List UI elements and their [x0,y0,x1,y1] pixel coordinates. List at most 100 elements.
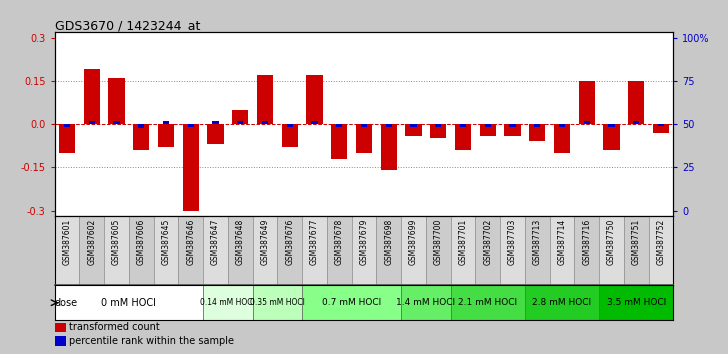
Bar [302,216,327,285]
Bar [599,216,624,285]
Bar [207,124,223,144]
Bar [451,285,525,320]
Bar [480,124,496,136]
Bar [658,124,664,126]
Bar [163,121,169,124]
Bar [312,121,317,124]
Bar [302,285,401,320]
Text: GSM387699: GSM387699 [409,218,418,265]
Text: 0.7 mM HOCl: 0.7 mM HOCl [322,298,381,307]
Text: GSM387602: GSM387602 [87,218,96,264]
Text: 1.4 mM HOCl: 1.4 mM HOCl [396,298,456,307]
Bar [253,216,277,285]
Text: 3.5 mM HOCl: 3.5 mM HOCl [606,298,666,307]
Bar [79,216,104,285]
Text: GSM387677: GSM387677 [310,218,319,265]
Bar [628,81,644,124]
Text: GSM387751: GSM387751 [632,218,641,264]
Bar [336,124,342,127]
Bar [213,121,218,124]
Bar [510,124,515,127]
Bar [485,124,491,127]
Bar [108,78,124,124]
Bar [178,216,203,285]
Text: 0 mM HOCl: 0 mM HOCl [101,298,157,308]
Bar [59,124,75,153]
Bar [649,216,673,285]
Bar [455,124,471,150]
Text: GSM387698: GSM387698 [384,218,393,264]
Text: 0.35 mM HOCl: 0.35 mM HOCl [250,298,305,307]
Bar [584,121,590,124]
Bar [133,124,149,150]
Bar [579,81,595,124]
Bar [129,216,154,285]
Bar [287,124,293,127]
Bar [352,216,376,285]
Bar [500,216,525,285]
Bar [386,124,392,127]
Bar [401,216,426,285]
Text: GSM387649: GSM387649 [261,218,269,265]
Bar [460,124,466,127]
Bar [104,216,129,285]
Bar [361,124,367,127]
Text: GSM387700: GSM387700 [434,218,443,265]
Bar [183,124,199,211]
Text: GSM387645: GSM387645 [162,218,170,265]
Text: GSM387678: GSM387678 [335,218,344,264]
Bar [232,110,248,124]
Text: 2.8 mM HOCl: 2.8 mM HOCl [532,298,592,307]
Bar [633,121,639,124]
Text: GSM387752: GSM387752 [657,218,665,264]
Bar [381,124,397,170]
Bar [411,124,416,127]
Text: GSM387716: GSM387716 [582,218,591,264]
Bar [203,216,228,285]
Text: GSM387648: GSM387648 [236,218,245,264]
Bar [604,124,620,150]
Text: GSM387605: GSM387605 [112,218,121,265]
Bar [262,121,268,124]
Bar [475,216,500,285]
Text: dose: dose [55,298,78,308]
Bar [158,124,174,147]
Bar [203,285,253,320]
Bar [430,124,446,138]
Bar [114,121,119,124]
Bar [228,216,253,285]
Bar [89,121,95,124]
Bar [405,124,422,136]
Text: GSM387714: GSM387714 [558,218,566,264]
Text: GSM387750: GSM387750 [607,218,616,265]
Text: GDS3670 / 1423244_at: GDS3670 / 1423244_at [55,19,200,32]
Bar [525,216,550,285]
Bar [154,216,178,285]
Bar [257,75,273,124]
Bar [306,75,323,124]
Text: 0.14 mM HOCl: 0.14 mM HOCl [200,298,256,307]
Bar [599,285,673,320]
Bar [554,124,570,153]
Bar [253,285,302,320]
Bar [529,124,545,141]
Text: GSM387601: GSM387601 [63,218,71,264]
Bar [653,124,669,133]
Bar [188,124,194,127]
Bar [277,216,302,285]
Bar [451,216,475,285]
Bar [534,124,540,127]
Bar [331,124,347,159]
Bar [282,124,298,147]
Bar [55,285,203,320]
Bar [237,121,243,124]
Bar [84,69,100,124]
Bar [55,323,66,332]
Text: GSM387713: GSM387713 [533,218,542,264]
Text: GSM387703: GSM387703 [508,218,517,265]
Bar [55,216,79,285]
Bar [435,124,441,127]
Text: GSM387679: GSM387679 [360,218,368,265]
Bar [55,336,66,346]
Bar [376,216,401,285]
